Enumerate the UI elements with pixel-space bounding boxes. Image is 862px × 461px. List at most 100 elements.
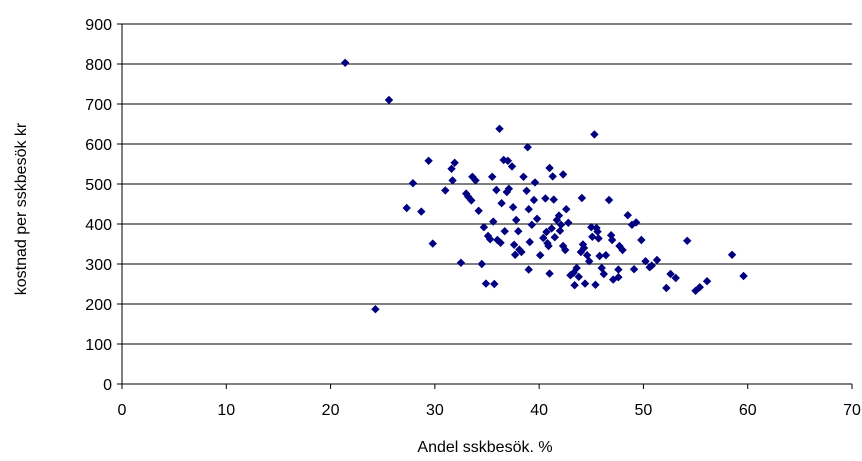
y-tick-label: 900: [85, 17, 112, 34]
data-point: [493, 235, 502, 245]
data-point: [594, 234, 603, 243]
y-tick-label: 400: [85, 217, 112, 234]
data-point: [580, 279, 590, 288]
x-tick-label: 40: [530, 402, 548, 419]
data-point: [477, 259, 486, 269]
data-point: [599, 269, 608, 279]
data-point: [574, 272, 583, 281]
y-tick-label: 800: [85, 57, 112, 74]
data-point: [495, 124, 504, 133]
data-point: [597, 263, 606, 273]
data-point: [515, 245, 524, 254]
data-point: [561, 245, 570, 255]
data-point: [631, 218, 641, 227]
y-tick-label: 300: [85, 257, 112, 274]
data-point: [544, 241, 553, 251]
data-point: [564, 218, 573, 227]
data-point: [481, 279, 491, 288]
data-point: [530, 178, 540, 187]
data-point: [585, 257, 594, 266]
data-point: [524, 265, 533, 274]
data-point: [483, 231, 493, 241]
x-axis-title: Andel sskbesök. %: [417, 439, 552, 456]
data-point: [541, 194, 550, 203]
data-point: [517, 247, 526, 257]
data-point: [558, 170, 568, 179]
data-points: [340, 58, 748, 314]
data-point: [572, 263, 581, 273]
data-point: [549, 195, 558, 204]
data-point: [525, 237, 534, 247]
data-point: [471, 176, 480, 185]
data-point: [499, 155, 508, 165]
data-point: [408, 179, 418, 188]
data-point: [467, 196, 476, 205]
data-point: [532, 214, 542, 223]
data-point: [547, 224, 556, 233]
data-point: [523, 143, 532, 152]
y-tick-label: 100: [85, 337, 112, 354]
x-tick-label: 20: [322, 402, 340, 419]
data-point: [503, 156, 513, 165]
data-point: [591, 280, 600, 289]
data-point: [550, 233, 559, 242]
y-tick-label: 600: [85, 137, 112, 154]
data-point: [450, 158, 459, 167]
data-point: [727, 250, 737, 259]
x-tick-label: 10: [217, 402, 235, 419]
data-point: [417, 207, 426, 216]
data-point: [637, 235, 646, 245]
data-point: [340, 58, 350, 67]
data-point: [601, 251, 611, 260]
data-point: [542, 227, 551, 237]
data-point: [497, 199, 506, 208]
data-point: [507, 162, 517, 171]
data-point: [614, 273, 623, 282]
data-point: [739, 271, 748, 281]
data-point: [529, 195, 539, 205]
data-point: [474, 206, 483, 215]
y-tick-label: 200: [85, 297, 112, 314]
data-point: [535, 251, 545, 260]
data-point: [618, 245, 627, 255]
y-tick-label: 0: [103, 377, 112, 394]
data-point: [666, 269, 675, 279]
data-point: [593, 227, 602, 236]
data-point: [590, 130, 599, 139]
data-point: [595, 251, 604, 261]
data-point: [647, 261, 656, 270]
y-tick-label: 700: [85, 97, 112, 114]
y-tick-label: 500: [85, 177, 112, 194]
data-point: [522, 186, 531, 195]
y-axis-title: kostnad per sskbesök kr: [13, 122, 30, 295]
data-point: [671, 273, 680, 283]
data-point: [514, 227, 523, 236]
data-point: [555, 226, 565, 235]
data-point: [447, 164, 456, 173]
data-point: [562, 205, 571, 214]
x-tick-label: 30: [426, 402, 444, 419]
data-point: [371, 305, 380, 314]
data-point: [428, 239, 437, 248]
data-point: [424, 156, 433, 165]
data-point: [539, 233, 548, 243]
x-tick-label: 60: [739, 402, 757, 419]
data-point: [508, 203, 518, 212]
data-point: [577, 193, 587, 203]
data-point: [456, 258, 466, 267]
data-point: [441, 186, 450, 195]
data-point: [604, 195, 614, 205]
x-tick-label: 0: [118, 402, 127, 419]
data-point: [492, 185, 501, 195]
data-point: [524, 205, 533, 214]
data-point: [587, 223, 596, 232]
data-point: [488, 172, 497, 181]
data-point: [384, 95, 394, 105]
data-point: [695, 283, 704, 292]
x-tick-label: 70: [843, 402, 861, 419]
data-point: [606, 231, 616, 240]
data-point: [629, 265, 639, 274]
data-point: [548, 172, 557, 181]
data-point: [402, 203, 411, 213]
data-point: [512, 215, 521, 225]
